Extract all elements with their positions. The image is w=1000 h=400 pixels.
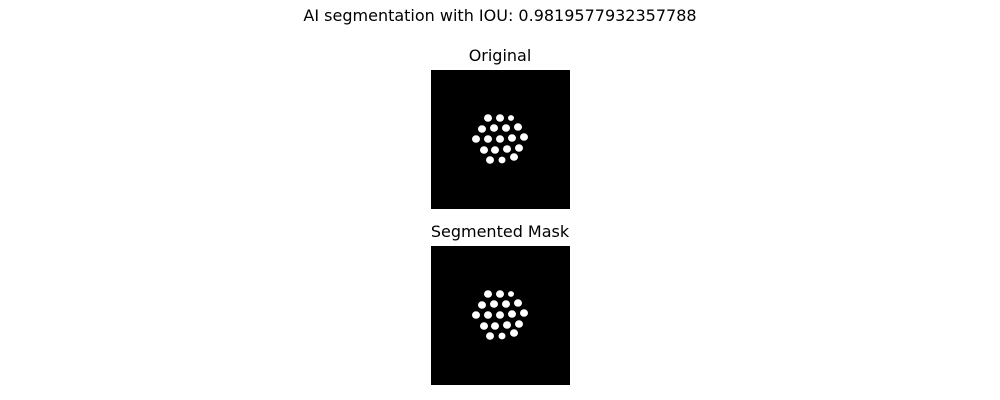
white-blob bbox=[480, 146, 488, 154]
original-image bbox=[431, 70, 570, 209]
white-blob bbox=[496, 135, 504, 143]
white-blob bbox=[503, 321, 511, 329]
white-blob bbox=[510, 153, 518, 161]
white-blob bbox=[520, 309, 528, 317]
white-blob bbox=[472, 311, 480, 319]
white-blob bbox=[484, 290, 492, 298]
white-blob bbox=[486, 156, 494, 164]
white-blob bbox=[484, 114, 492, 122]
white-blob bbox=[496, 290, 504, 298]
white-blob bbox=[503, 145, 511, 153]
white-blob bbox=[508, 115, 514, 121]
white-blob bbox=[486, 332, 494, 340]
figure-suptitle: AI segmentation with IOU: 0.981957793235… bbox=[303, 6, 697, 25]
white-blob bbox=[510, 329, 518, 337]
white-blob bbox=[515, 320, 523, 328]
white-blob bbox=[502, 300, 510, 308]
white-blob bbox=[520, 133, 528, 141]
segmented-mask-panel-title: Segmented Mask bbox=[430, 222, 570, 241]
white-blob bbox=[472, 135, 480, 143]
white-blob bbox=[484, 135, 492, 143]
white-blob bbox=[514, 299, 522, 307]
white-blob bbox=[490, 124, 498, 132]
segmented-mask-image bbox=[431, 246, 570, 385]
white-blob bbox=[508, 134, 516, 142]
white-blob bbox=[515, 144, 523, 152]
original-panel-title: Original bbox=[468, 46, 532, 65]
white-blob bbox=[498, 332, 506, 340]
white-blob bbox=[478, 125, 486, 133]
white-blob bbox=[484, 311, 492, 319]
white-blob bbox=[478, 301, 486, 309]
white-blob bbox=[496, 311, 504, 319]
white-blob bbox=[491, 322, 499, 330]
white-blob bbox=[508, 310, 516, 318]
white-blob bbox=[498, 156, 506, 164]
white-blob bbox=[490, 300, 498, 308]
white-blob bbox=[514, 123, 522, 131]
white-blob bbox=[502, 124, 510, 132]
white-blob bbox=[496, 114, 504, 122]
white-blob bbox=[508, 291, 514, 297]
white-blob bbox=[480, 322, 488, 330]
white-blob bbox=[491, 146, 499, 154]
